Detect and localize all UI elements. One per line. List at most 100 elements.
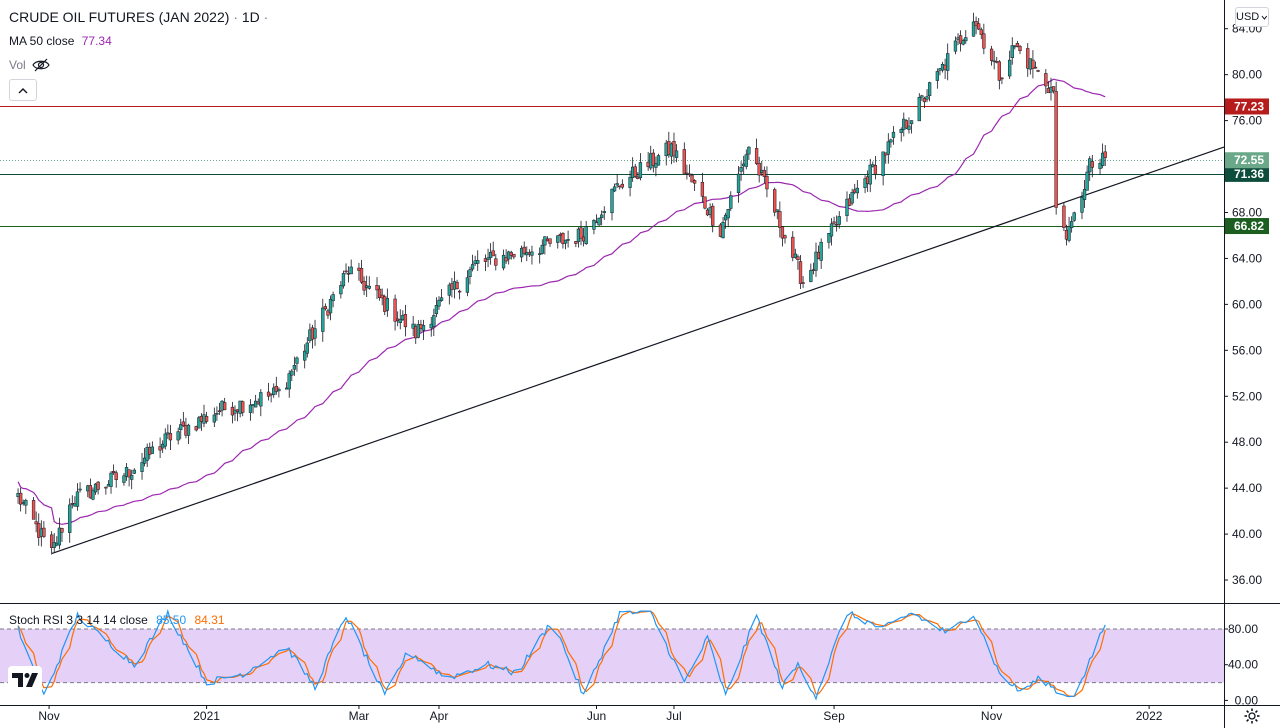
candle-body — [295, 357, 299, 364]
candle — [1100, 143, 1105, 169]
candle-body — [1031, 59, 1035, 69]
candle-body — [274, 385, 278, 392]
time-tick-label: Apr — [430, 709, 449, 723]
candle-body — [465, 277, 470, 293]
candle — [1085, 165, 1089, 191]
candle-body — [393, 298, 397, 322]
candle — [654, 156, 658, 177]
candle — [470, 254, 475, 272]
candle — [711, 203, 715, 233]
time-tick-label: 2021 — [193, 709, 220, 723]
candle-body — [873, 165, 878, 175]
candle — [832, 216, 836, 226]
candle — [1067, 216, 1071, 243]
candle — [323, 303, 328, 311]
candle — [468, 266, 472, 285]
candle — [215, 406, 219, 421]
candle-body — [633, 166, 637, 177]
chart-title[interactable]: CRUDE OIL FUTURES (JAN 2022) · 1D · — [9, 9, 268, 25]
candle-body — [197, 417, 201, 429]
candle — [259, 389, 263, 417]
candle-body — [711, 205, 715, 226]
candle-body — [1103, 151, 1107, 158]
symbol-title: CRUDE OIL FUTURES (JAN 2022) — [9, 9, 230, 25]
candle — [328, 295, 333, 321]
candle-body — [687, 173, 692, 176]
candle-body — [292, 365, 297, 370]
candle — [158, 437, 162, 458]
candle-body — [793, 253, 797, 258]
candle — [1090, 154, 1094, 178]
candle — [483, 254, 488, 272]
candle-body — [1044, 73, 1048, 87]
title-separator-2: · — [263, 9, 269, 25]
candle-body — [476, 260, 480, 264]
candle-body — [744, 154, 748, 167]
candle — [961, 38, 965, 46]
candle — [982, 23, 986, 55]
candle — [773, 187, 777, 217]
currency-selector[interactable]: USD — [1235, 7, 1269, 27]
candle — [602, 206, 606, 220]
stoch-legend[interactable]: Stoch RSI 3 3 14 14 close 85.50 84.31 — [9, 613, 225, 627]
candle-body — [122, 475, 126, 483]
candle — [313, 319, 317, 346]
time-tick-label: 2022 — [1136, 709, 1163, 723]
candle — [736, 165, 741, 203]
candle-body — [186, 424, 191, 436]
level-price-label-3: 66.82 — [1234, 219, 1264, 233]
candle-body — [682, 149, 686, 174]
price-tick-label: 40.00 — [1232, 527, 1262, 541]
candle — [295, 356, 299, 372]
candle-body — [217, 410, 222, 413]
candle — [620, 179, 624, 190]
candle-body — [602, 211, 606, 214]
candle-body — [416, 324, 420, 338]
tradingview-logo[interactable] — [8, 666, 42, 694]
candle-body — [855, 187, 859, 194]
candle-body — [814, 251, 818, 271]
candle — [610, 188, 614, 221]
candle-body — [775, 209, 779, 212]
candle-body — [375, 285, 379, 291]
candle — [486, 248, 490, 268]
candle — [638, 153, 643, 181]
candle — [989, 45, 994, 66]
candle — [186, 423, 191, 445]
candle — [377, 285, 382, 301]
candle — [700, 172, 705, 203]
stoch-k-line — [17, 608, 1106, 701]
candle-body — [78, 488, 82, 491]
volume-legend[interactable]: Vol — [9, 58, 50, 72]
candle — [150, 441, 155, 454]
candle — [341, 270, 346, 289]
candle — [628, 170, 632, 197]
candle-body — [483, 258, 488, 262]
eye-hidden-icon[interactable] — [31, 58, 50, 72]
interval-label: 1D — [241, 9, 260, 25]
candle — [744, 149, 748, 170]
chart-settings-button[interactable] — [1242, 706, 1262, 726]
candle — [600, 210, 604, 226]
candle-body — [1072, 212, 1076, 221]
candle-body — [796, 256, 800, 260]
candle-body — [1008, 59, 1012, 77]
candle-body — [522, 246, 526, 254]
candle-body — [1082, 189, 1087, 200]
collapse-legend-button[interactable] — [9, 79, 37, 101]
candle-body — [1080, 197, 1084, 213]
candle-body — [835, 224, 839, 226]
ma-legend[interactable]: MA 50 close 77.34 — [9, 34, 112, 48]
stoch-d-value: 84.31 — [194, 613, 225, 627]
candle-body — [904, 120, 909, 129]
candle — [223, 397, 227, 411]
candle — [96, 480, 100, 495]
candle — [791, 231, 795, 262]
candle — [385, 288, 389, 317]
candle — [1103, 145, 1107, 167]
candle — [421, 319, 426, 340]
time-tick-label: Jun — [587, 709, 606, 723]
candle-body — [958, 35, 963, 44]
